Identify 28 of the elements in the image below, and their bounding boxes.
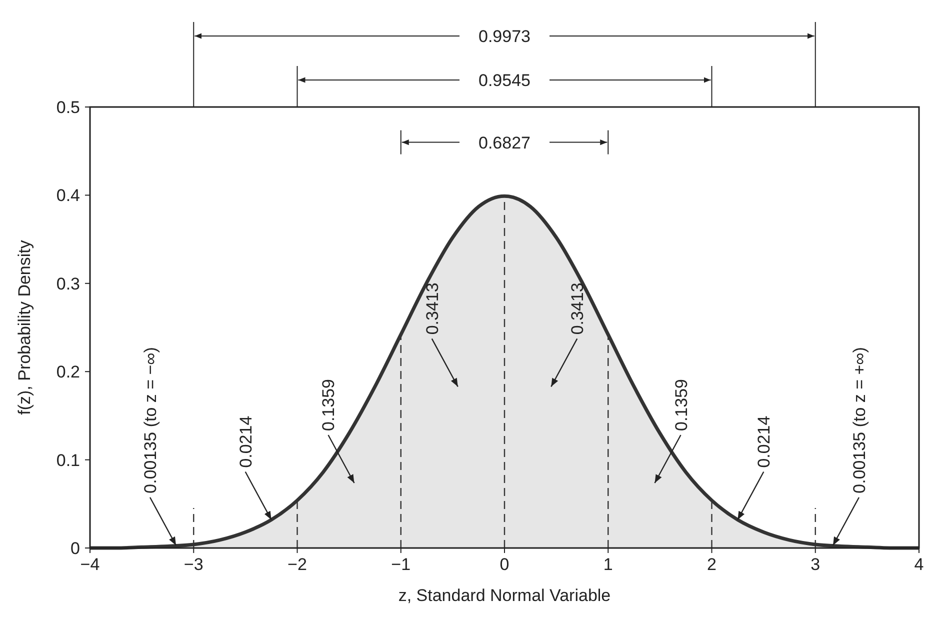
x-tick-label: −4 (80, 555, 100, 574)
x-tick-label: 0 (500, 555, 510, 574)
x-tick-label: 3 (810, 555, 820, 574)
annotation: 0.6827 (478, 133, 530, 152)
x-tick-label: −3 (184, 555, 204, 574)
annotation: 0.1359 (672, 378, 691, 431)
annotation: 0.00135 (to z = −∞) (141, 347, 160, 494)
x-tick-label: 2 (707, 555, 716, 574)
y-tick-label: 0 (70, 539, 80, 558)
y-tick-label: 0.1 (56, 450, 80, 470)
annotation: 0.3413 (568, 282, 588, 335)
y-tick-label: 0.4 (56, 186, 80, 206)
annotation: 0.0214 (236, 416, 256, 468)
y-tick-label: 0.2 (56, 362, 80, 382)
annotation: 0.3413 (422, 282, 442, 335)
y-tick-label: 0.5 (56, 98, 80, 117)
annotation: 0.1359 (319, 378, 338, 431)
text: 0.9973 (478, 27, 530, 46)
annotation: 0.0214 (754, 416, 774, 468)
annotation: 0.00135 (to z = +∞) (850, 347, 869, 494)
x-tick-label: −1 (391, 555, 411, 574)
y-axis-title: f(z), Probability Density (15, 240, 34, 415)
x-axis-title: z, Standard Normal Variable (398, 586, 611, 605)
y-tick-label: 0.3 (56, 274, 80, 294)
x-tick-label: −2 (288, 555, 307, 574)
x-tick-label: 4 (914, 555, 924, 574)
x-tick-label: 1 (603, 555, 613, 574)
text: 0.9545 (478, 71, 530, 90)
